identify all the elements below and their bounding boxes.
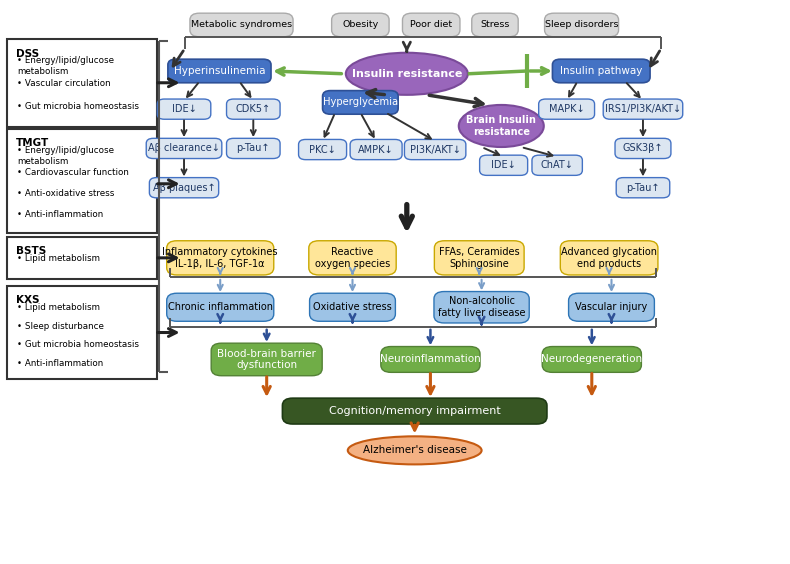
Ellipse shape — [348, 437, 482, 464]
Text: Inflammatory cytokines
IL-1β, IL-6, TGF-1α: Inflammatory cytokines IL-1β, IL-6, TGF-… — [163, 247, 278, 268]
Ellipse shape — [346, 53, 468, 95]
Text: ChAT↓: ChAT↓ — [540, 160, 574, 170]
Text: Non-alcoholic
fatty liver disease: Non-alcoholic fatty liver disease — [438, 297, 525, 318]
Text: Hyperinsulinemia: Hyperinsulinemia — [174, 66, 265, 76]
FancyBboxPatch shape — [157, 99, 211, 119]
Text: p-Tau↑: p-Tau↑ — [626, 183, 660, 193]
Text: • Anti-inflammation: • Anti-inflammation — [17, 210, 103, 219]
FancyBboxPatch shape — [544, 13, 619, 37]
Text: Alzheimer's disease: Alzheimer's disease — [363, 446, 467, 455]
Text: • Lipid metabolism: • Lipid metabolism — [17, 254, 100, 263]
Text: IDE↓: IDE↓ — [171, 104, 197, 114]
FancyBboxPatch shape — [435, 241, 524, 275]
FancyBboxPatch shape — [211, 343, 322, 376]
Text: Insulin pathway: Insulin pathway — [560, 66, 642, 76]
Text: • Gut microbia homeostasis: • Gut microbia homeostasis — [17, 102, 139, 111]
FancyBboxPatch shape — [7, 129, 157, 233]
Text: CDK5↑: CDK5↑ — [235, 104, 271, 114]
Text: AMPK↓: AMPK↓ — [359, 144, 394, 155]
Text: Aβ clearance↓: Aβ clearance↓ — [148, 143, 220, 153]
FancyBboxPatch shape — [190, 13, 293, 37]
FancyBboxPatch shape — [434, 292, 529, 323]
FancyBboxPatch shape — [542, 346, 641, 372]
FancyBboxPatch shape — [560, 241, 658, 275]
Text: • Lipid metabolism: • Lipid metabolism — [17, 303, 100, 312]
FancyBboxPatch shape — [146, 138, 222, 158]
FancyBboxPatch shape — [552, 59, 650, 83]
Text: BSTS: BSTS — [17, 246, 47, 256]
Text: PKC↓: PKC↓ — [309, 144, 336, 155]
FancyBboxPatch shape — [167, 241, 274, 275]
FancyBboxPatch shape — [168, 59, 271, 83]
Text: Aβ plaques↑: Aβ plaques↑ — [152, 183, 216, 193]
Text: Neurodegeneration: Neurodegeneration — [541, 354, 642, 364]
Text: Neuroinflammation: Neuroinflammation — [380, 354, 481, 364]
FancyBboxPatch shape — [350, 139, 402, 160]
FancyBboxPatch shape — [404, 139, 466, 160]
Text: Blood-brain barrier
dysfunction: Blood-brain barrier dysfunction — [217, 349, 316, 370]
Text: • Cardiovascular function: • Cardiovascular function — [17, 168, 129, 177]
Ellipse shape — [459, 105, 544, 147]
FancyBboxPatch shape — [310, 293, 395, 321]
Text: DSS: DSS — [17, 49, 40, 59]
FancyBboxPatch shape — [616, 178, 670, 198]
FancyBboxPatch shape — [604, 99, 683, 119]
Text: • Energy/lipid/glucose
metabolism: • Energy/lipid/glucose metabolism — [17, 146, 114, 166]
FancyBboxPatch shape — [381, 346, 480, 372]
Text: p-Tau↑: p-Tau↑ — [236, 143, 270, 153]
FancyBboxPatch shape — [7, 286, 157, 379]
Text: IRS1/PI3K/AKT↓: IRS1/PI3K/AKT↓ — [605, 104, 681, 114]
FancyBboxPatch shape — [167, 293, 274, 321]
FancyBboxPatch shape — [615, 138, 671, 158]
Text: GSK3β↑: GSK3β↑ — [623, 143, 664, 153]
Text: • Anti-inflammation: • Anti-inflammation — [17, 359, 103, 368]
Text: Oxidative stress: Oxidative stress — [313, 302, 392, 312]
Text: • Vascular circulation: • Vascular circulation — [17, 79, 111, 88]
Text: Poor diet: Poor diet — [410, 20, 452, 29]
Text: Reactive
oxygen species: Reactive oxygen species — [315, 247, 390, 268]
FancyBboxPatch shape — [299, 139, 347, 160]
Text: Cognition/memory impairment: Cognition/memory impairment — [329, 406, 501, 416]
Text: • Anti-oxidative stress: • Anti-oxidative stress — [17, 189, 115, 198]
FancyBboxPatch shape — [7, 39, 157, 126]
FancyBboxPatch shape — [332, 13, 389, 37]
FancyBboxPatch shape — [227, 138, 280, 158]
Text: IDE↓: IDE↓ — [491, 160, 516, 170]
FancyBboxPatch shape — [569, 293, 654, 321]
Text: Vascular injury: Vascular injury — [575, 302, 648, 312]
FancyBboxPatch shape — [472, 13, 518, 37]
Text: • Energy/lipid/glucose
metabolism: • Energy/lipid/glucose metabolism — [17, 56, 114, 76]
Text: Hyperglycemia: Hyperglycemia — [323, 98, 398, 107]
Text: MAPK↓: MAPK↓ — [549, 104, 585, 114]
FancyBboxPatch shape — [7, 236, 157, 279]
Text: KXS: KXS — [17, 296, 40, 306]
FancyBboxPatch shape — [402, 13, 460, 37]
FancyBboxPatch shape — [309, 241, 396, 275]
Text: Obesity: Obesity — [342, 20, 378, 29]
Text: Stress: Stress — [480, 20, 510, 29]
FancyBboxPatch shape — [322, 91, 398, 114]
Text: • Sleep disturbance: • Sleep disturbance — [17, 322, 104, 331]
FancyBboxPatch shape — [532, 155, 582, 175]
Text: FFAs, Ceramides
Sphingosine: FFAs, Ceramides Sphingosine — [439, 247, 520, 268]
Text: Advanced glycation
end products: Advanced glycation end products — [561, 247, 657, 268]
FancyBboxPatch shape — [480, 155, 528, 175]
FancyBboxPatch shape — [149, 178, 219, 198]
Text: Metabolic syndromes: Metabolic syndromes — [191, 20, 292, 29]
Text: TMGT: TMGT — [17, 138, 50, 148]
Text: Brain Insulin
resistance: Brain Insulin resistance — [466, 115, 536, 137]
FancyBboxPatch shape — [539, 99, 595, 119]
FancyBboxPatch shape — [283, 398, 547, 424]
Text: Sleep disorders: Sleep disorders — [545, 20, 619, 29]
Text: PI3K/AKT↓: PI3K/AKT↓ — [410, 144, 461, 155]
Text: Insulin resistance: Insulin resistance — [352, 69, 462, 79]
Text: Chronic inflammation: Chronic inflammation — [167, 302, 273, 312]
Text: • Gut microbia homeostasis: • Gut microbia homeostasis — [17, 340, 139, 349]
FancyBboxPatch shape — [227, 99, 280, 119]
